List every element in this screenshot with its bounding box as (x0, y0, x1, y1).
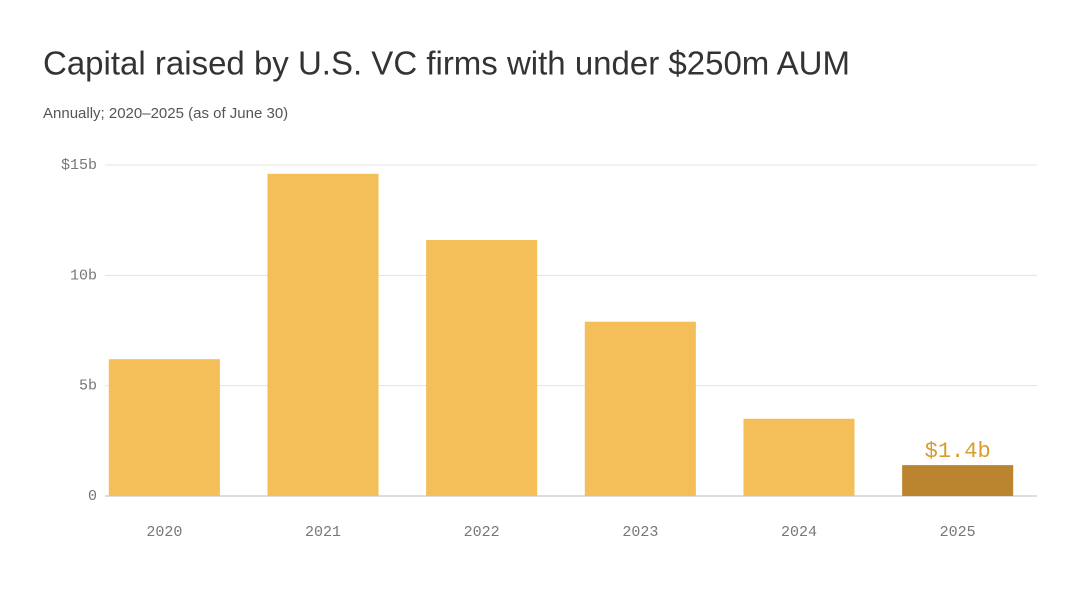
bar (902, 465, 1014, 496)
x-tick-label: 2022 (464, 524, 500, 541)
y-tick-label: $15b (61, 157, 97, 174)
bar (267, 173, 379, 496)
y-tick-label: 10b (70, 267, 97, 284)
x-tick-label: 2024 (781, 524, 817, 541)
chart-subtitle: Annually; 2020–2025 (as of June 30) (43, 105, 288, 122)
chart-title: Capital raised by U.S. VC firms with und… (43, 45, 850, 82)
y-tick-label: 0 (88, 488, 97, 505)
x-tick-label: 2021 (305, 524, 341, 541)
bar (426, 240, 538, 496)
bar (108, 359, 220, 496)
bar (584, 321, 696, 496)
x-tick-label: 2025 (940, 524, 976, 541)
x-tick-label: 2020 (146, 524, 182, 541)
value-label: $1.4b (925, 439, 991, 464)
bar (743, 418, 855, 496)
x-tick-label: 2023 (622, 524, 658, 541)
y-tick-label: 5b (79, 378, 97, 395)
